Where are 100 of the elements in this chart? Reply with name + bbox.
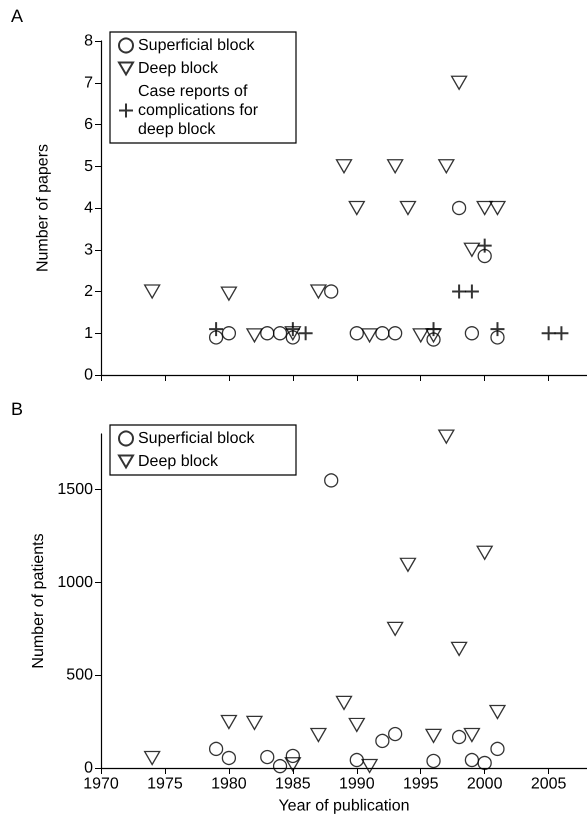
- point: [208, 742, 224, 756]
- legend-label: Superficial block: [138, 430, 256, 447]
- point: [489, 321, 506, 338]
- point: [246, 328, 263, 342]
- point: [361, 758, 378, 774]
- y-tick-label: 1: [84, 324, 94, 342]
- point: [336, 159, 352, 174]
- point: [222, 326, 236, 340]
- point: [336, 696, 352, 710]
- point: [438, 159, 454, 174]
- point: [246, 716, 263, 730]
- point: [208, 321, 224, 338]
- point: [489, 704, 506, 720]
- point: [324, 284, 338, 299]
- x-tick-label: 1980: [211, 776, 247, 792]
- x-tick-label: 1975: [147, 776, 183, 792]
- point: [464, 728, 480, 742]
- x-tick-label: 1970: [83, 776, 119, 792]
- point: [464, 326, 480, 340]
- point: [452, 730, 466, 744]
- y-tick-label: 1000: [57, 574, 94, 591]
- point: [388, 726, 402, 742]
- y-tick-label: 0: [84, 760, 94, 776]
- point: [220, 714, 238, 730]
- point: [451, 284, 468, 300]
- point: [284, 321, 301, 338]
- x-tick-label: 2000: [466, 776, 503, 792]
- point: [284, 326, 301, 340]
- point: [208, 330, 224, 345]
- chart-title: A: [11, 6, 24, 26]
- y-tick-label: 0: [84, 366, 94, 384]
- point: [450, 642, 468, 656]
- x-tick-label: 1990: [338, 776, 375, 792]
- y-tick-label: 6: [84, 116, 94, 133]
- point: [412, 328, 429, 342]
- y-axis-title: Number of papers: [34, 144, 52, 272]
- point: [490, 742, 505, 756]
- y-tick-label: 4: [84, 200, 94, 216]
- point: [426, 754, 441, 768]
- point: [452, 200, 466, 216]
- point: [490, 330, 505, 345]
- point: [348, 718, 365, 732]
- point: [425, 328, 442, 342]
- point: [478, 248, 492, 264]
- y-tick-label: 3: [84, 241, 94, 258]
- point: [450, 76, 468, 90]
- point: [310, 284, 327, 299]
- y-axis-title: Number of patients: [30, 533, 48, 669]
- legend-label: Deep block: [138, 453, 220, 470]
- legend-label: Superficial block: [138, 37, 256, 54]
- legend-label: Case reports of complications for deep block: [138, 83, 262, 138]
- point: [375, 734, 390, 748]
- point: [476, 238, 493, 254]
- x-tick-label: 1985: [275, 776, 311, 792]
- y-tick-label: 500: [66, 666, 94, 684]
- chart-title: B: [11, 399, 24, 419]
- point: [361, 328, 378, 342]
- point: [476, 200, 493, 216]
- point: [144, 750, 160, 766]
- point: [272, 758, 288, 774]
- point: [476, 546, 493, 560]
- y-tick-label: 8: [84, 32, 94, 50]
- point: [286, 330, 300, 345]
- point: [553, 325, 570, 342]
- point: [350, 752, 364, 768]
- point: [298, 325, 314, 342]
- point: [348, 200, 365, 216]
- point: [350, 326, 364, 340]
- point: [425, 728, 442, 744]
- y-tick-label: 5: [84, 158, 94, 175]
- point: [426, 321, 442, 338]
- point: [438, 429, 454, 444]
- point: [464, 242, 480, 257]
- point: [324, 473, 338, 488]
- point: [387, 622, 404, 636]
- point: [388, 326, 402, 340]
- point: [284, 757, 301, 772]
- x-tick-label: 1995: [402, 776, 439, 792]
- point: [400, 558, 416, 572]
- point: [220, 286, 238, 301]
- point: [310, 728, 327, 742]
- y-tick-label: 1500: [57, 481, 94, 498]
- point: [272, 326, 288, 340]
- legend-label: Deep block: [138, 60, 220, 77]
- point: [286, 748, 300, 764]
- y-tick-label: 2: [84, 283, 94, 300]
- y-tick-label: 7: [84, 74, 94, 92]
- point: [260, 750, 274, 764]
- point: [222, 750, 236, 766]
- point: [426, 332, 441, 347]
- point: [464, 752, 480, 768]
- x-tick-label: 2005: [530, 776, 567, 792]
- point: [144, 284, 160, 299]
- point: [387, 159, 404, 174]
- point: [464, 284, 480, 300]
- point: [260, 326, 274, 340]
- point: [489, 200, 506, 216]
- point: [375, 326, 390, 340]
- point: [400, 200, 416, 216]
- point: [540, 325, 557, 342]
